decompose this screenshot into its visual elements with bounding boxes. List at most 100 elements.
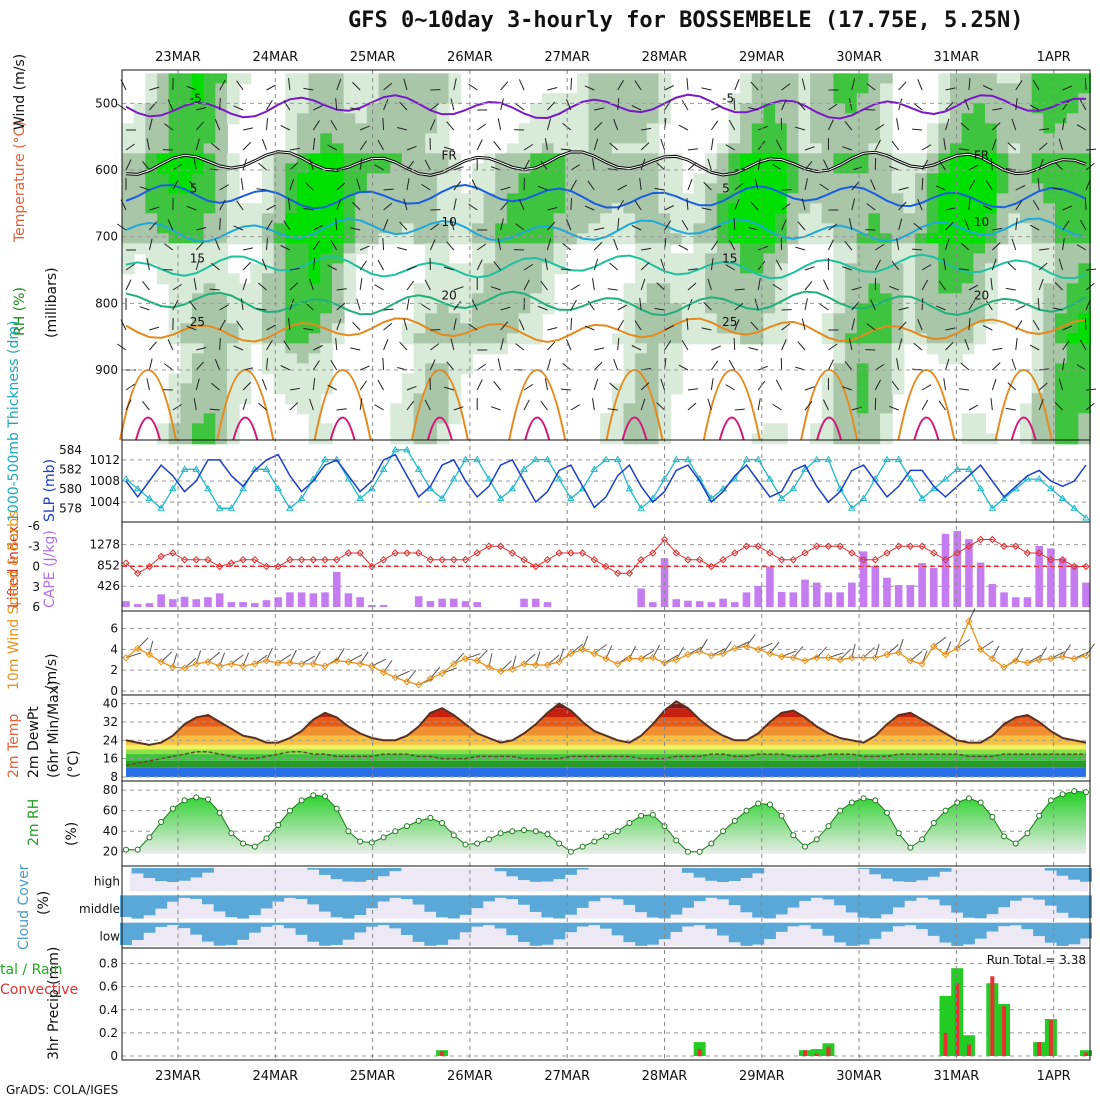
- wind-barb: [424, 279, 431, 291]
- rh-cell: [903, 263, 917, 275]
- cape-bar: [730, 602, 739, 607]
- rh-cell: [985, 193, 998, 205]
- rh-cell: [623, 223, 637, 235]
- rh-cell: [191, 353, 205, 365]
- cape-bar: [438, 598, 446, 607]
- rh-cell: [483, 283, 497, 295]
- wind-barb: [500, 98, 504, 111]
- rh-cell: [436, 293, 450, 305]
- rh-cell: [203, 343, 217, 355]
- rh-cell: [133, 243, 147, 255]
- wind-barb: [960, 242, 970, 251]
- rh-cell: [518, 303, 532, 315]
- wind-barb: [656, 402, 665, 411]
- cape-bar: [871, 566, 880, 607]
- rh-cell: [833, 83, 847, 95]
- rh-cell: [168, 313, 182, 325]
- rh-cell: [518, 263, 532, 275]
- panel-frame: [121, 947, 1091, 1061]
- wind-barb: [842, 266, 853, 271]
- li-point: [754, 542, 762, 550]
- cloud-cell: [494, 868, 507, 872]
- rh-cell: [448, 313, 462, 325]
- rh-cell: [168, 373, 182, 385]
- rh-cell: [1031, 113, 1045, 125]
- rh-cell: [191, 423, 205, 435]
- rh-cell: [390, 93, 403, 105]
- rh-cell: [413, 103, 427, 115]
- rh-cell: [856, 73, 870, 85]
- rh-cell: [401, 153, 415, 165]
- rh-cell: [1078, 343, 1091, 355]
- wind-barb: [359, 278, 363, 291]
- rh-point: [240, 840, 247, 847]
- rh-cell: [868, 283, 882, 295]
- rh-cell: [681, 283, 695, 295]
- wind-barb: [570, 164, 581, 171]
- rh-cell: [926, 263, 940, 275]
- rh-cell: [436, 213, 450, 225]
- rh-cell: [191, 163, 205, 175]
- wind-barb: [711, 345, 721, 351]
- cloud-cell: [834, 922, 847, 943]
- rh-cell: [122, 203, 135, 215]
- cloud-cell: [307, 895, 320, 905]
- rh-cell: [413, 83, 427, 95]
- cloud-cell: [1080, 895, 1092, 919]
- rh-cell: [1043, 133, 1057, 145]
- rh-cell: [413, 183, 427, 195]
- rh-cell: [238, 233, 252, 245]
- rh-cell: [973, 133, 987, 145]
- cape-bar: [215, 593, 224, 607]
- wind10-point: [1070, 655, 1078, 663]
- rh-cell: [798, 173, 812, 185]
- cloud-cell: [389, 868, 402, 872]
- rh-cell: [903, 183, 917, 195]
- wind-barb: [584, 325, 595, 331]
- rh-cell: [950, 293, 963, 305]
- wind-barb: [640, 142, 650, 151]
- wind10-point: [613, 660, 622, 668]
- wind-barb: [664, 325, 675, 331]
- cloud-cell: [201, 922, 214, 942]
- wind-barb: [617, 200, 625, 211]
- rh-cell: [331, 143, 345, 155]
- rh-cell: [775, 93, 788, 105]
- cape-bar: [309, 593, 318, 607]
- rh-cell: [518, 143, 532, 155]
- rh-cell: [238, 343, 252, 355]
- wind10-point: [192, 660, 200, 668]
- rh-cell: [308, 273, 322, 285]
- rh-cell: [378, 223, 392, 235]
- wind10-point: [871, 653, 879, 662]
- wind-barb: [280, 245, 291, 251]
- rh-cell: [751, 213, 765, 225]
- rh-cell: [1031, 403, 1045, 415]
- precip-total-bar: [939, 995, 952, 1056]
- wind-barb: [258, 162, 267, 171]
- wind-barb: [242, 261, 252, 271]
- rh-point: [603, 833, 609, 840]
- rh-cell: [133, 123, 147, 135]
- rh-cell: [145, 223, 158, 235]
- rh-point: [521, 827, 528, 834]
- rh-cell: [296, 173, 310, 185]
- temp-band: [126, 767, 1086, 777]
- cloud-cell: [178, 868, 191, 881]
- wind-barb: [725, 264, 736, 271]
- wind-barb: [403, 198, 408, 211]
- rh-cell: [296, 303, 310, 315]
- rh-cell: [1043, 363, 1057, 375]
- rh-cell: [413, 383, 427, 395]
- rh-cell: [191, 433, 205, 445]
- wind10-point: [204, 658, 212, 666]
- wind-barb: [497, 118, 502, 131]
- wind-barb: [968, 284, 979, 291]
- rh-cell: [390, 433, 403, 445]
- rh-cell: [751, 113, 765, 125]
- li-point: [321, 556, 329, 564]
- rh-cell: [168, 73, 182, 85]
- rh-cell: [471, 273, 485, 285]
- rh-cell: [670, 183, 683, 195]
- cloud-cell: [1056, 922, 1069, 946]
